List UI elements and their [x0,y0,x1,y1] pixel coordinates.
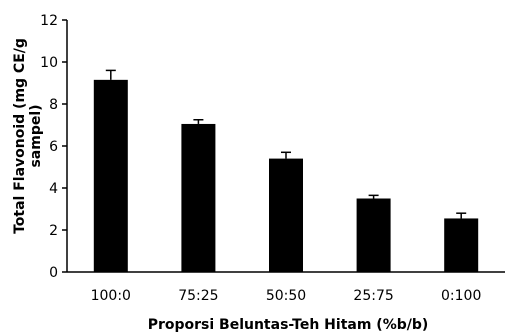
x-tick-label: 100:0 [91,288,131,304]
bars [93,69,479,272]
y-axis-title-line1: Total Flavonoid (mg CE/g [12,38,28,234]
x-tick-labels: 100:0 75:25 50:50 25:75 0:100 [91,288,482,304]
y-tick-label: 4 [49,181,58,197]
y-axis-title-group: Total Flavonoid (mg CE/g sampel) [12,38,44,234]
x-tick-label: 25:75 [353,288,393,304]
x-tick-label: 75:25 [178,288,218,304]
bar [181,123,216,272]
y-axis-title-line2: sampel) [28,104,44,167]
y-ticks: 0 2 4 6 8 10 12 [40,13,67,281]
y-tick-label: 0 [49,265,58,281]
y-tick-label: 12 [40,13,58,29]
x-tick-label: 0:100 [441,288,481,304]
bar [356,198,391,272]
x-axis-title: Proporsi Beluntas-Teh Hitam (%b/b) [148,317,429,333]
y-tick-label: 8 [49,97,58,113]
y-tick-label: 10 [40,55,58,71]
bar [444,218,479,272]
bar [269,158,303,272]
y-tick-label: 6 [49,139,58,155]
y-tick-label: 2 [49,223,58,239]
x-tick-label: 50:50 [266,288,306,304]
bar [93,79,128,272]
